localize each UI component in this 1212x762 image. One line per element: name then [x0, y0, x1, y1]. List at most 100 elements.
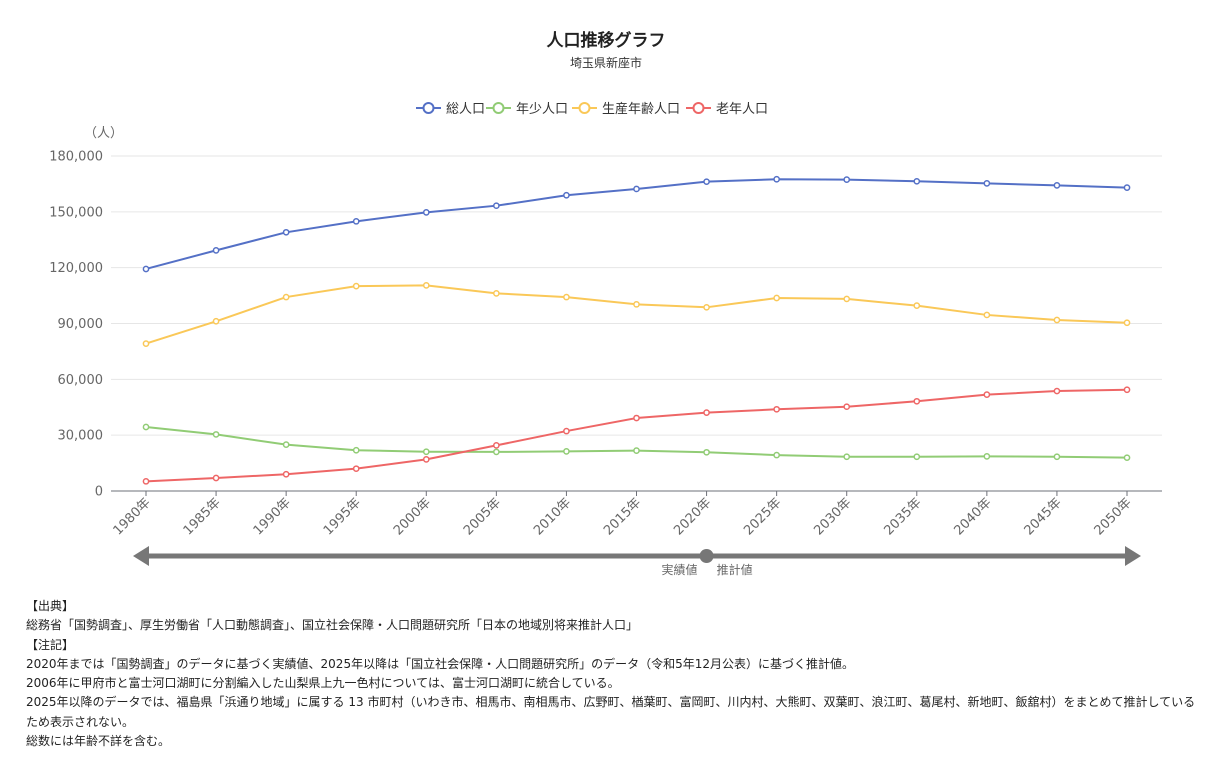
data-point [493, 202, 500, 210]
data-point [773, 405, 780, 413]
x-tick-label: 2025年 [741, 495, 784, 538]
data-point [563, 293, 570, 301]
data-point [1053, 182, 1061, 189]
data-point [633, 300, 640, 308]
data-point [1053, 453, 1061, 461]
data-point [983, 311, 991, 319]
legend-marker-icon [422, 102, 435, 114]
legend-label: 生産年齢人口 [602, 101, 680, 117]
series-2 [142, 281, 1131, 347]
y-tick-label: 30,000 [58, 429, 104, 444]
chart-subtitle: 埼玉県新座市 [570, 55, 642, 70]
y-tick-label: 120,000 [49, 261, 103, 276]
source-text: 総務省「国勢調査」、厚生労働省「人口動態調査」、国立社会保障・人口問題研究所「日… [26, 618, 639, 633]
data-point [773, 175, 780, 183]
x-tick-label: 2020年 [671, 495, 714, 538]
y-tick-label: 90,000 [58, 317, 104, 332]
data-point [983, 180, 991, 187]
population-chart: 人口推移グラフ 埼玉県新座市 総人口 年少人口 生産年齢人口 老年人口 （人） 0 30… [49, 30, 1162, 577]
x-tick-label: 1980年 [111, 495, 154, 538]
x-tick-label: 2040年 [951, 495, 994, 538]
x-tick-label: 2045年 [1022, 495, 1065, 538]
series-0 [142, 175, 1131, 273]
data-point [282, 441, 290, 449]
data-point [282, 293, 290, 301]
x-tick-label: 2010年 [531, 495, 574, 538]
y-axis-label: （人） [84, 126, 123, 141]
note-line: 2006年に甲府市と富士河口湖町に分割編入した山梨県上九一色村については、富士河… [26, 676, 620, 691]
data-point [1123, 319, 1131, 327]
data-point [142, 477, 150, 485]
data-point [352, 282, 360, 290]
data-point [212, 317, 220, 325]
legend-marker-icon [692, 102, 705, 114]
split-marker-icon [699, 549, 714, 563]
data-point [633, 447, 640, 454]
data-point [422, 448, 430, 456]
x-tick-label: 2005年 [461, 495, 504, 538]
legend-item-2: 生産年齢人口 [572, 101, 680, 117]
data-point [282, 228, 290, 236]
data-point [983, 391, 991, 398]
data-point [913, 302, 921, 309]
series-line [145, 284, 1128, 345]
data-point [843, 453, 851, 461]
data-point [493, 448, 500, 456]
data-point [983, 453, 991, 460]
legend-label: 老年人口 [716, 102, 768, 117]
data-point [773, 294, 780, 302]
x-tick-label: 1995年 [321, 495, 364, 538]
data-point [1053, 387, 1061, 395]
data-point [493, 442, 500, 449]
x-tick-label: 2050年 [1092, 495, 1135, 538]
x-tick-label: 2000年 [391, 495, 434, 538]
chart-title: 人口推移グラフ [547, 30, 666, 51]
data-point [563, 427, 570, 435]
data-point [142, 340, 150, 347]
x-tick-label: 2015年 [601, 495, 644, 538]
data-point [422, 456, 430, 463]
legend: 総人口 年少人口 生産年齢人口 老年人口 [416, 101, 768, 117]
data-point [843, 176, 851, 183]
legend-marker-icon [492, 102, 505, 114]
notes-heading: 【注記】 [26, 637, 75, 652]
series-3 [142, 386, 1131, 485]
left-arrow-icon [133, 546, 149, 566]
data-point [1123, 184, 1131, 191]
data-point [913, 397, 921, 405]
data-point [212, 431, 220, 438]
y-tick-label: 180,000 [49, 150, 103, 165]
series-line [145, 178, 1128, 270]
note-line: 2025年以降のデータでは、福島県「浜通り地域」に属する 13 市町村（いわき市… [26, 695, 1196, 729]
data-point [703, 409, 710, 416]
data-point [1123, 454, 1131, 462]
data-point [843, 403, 851, 411]
legend-marker-icon [578, 102, 591, 114]
x-tick-label: 2035年 [881, 495, 924, 538]
data-point [703, 448, 710, 456]
data-point [633, 185, 640, 193]
data-point [563, 191, 570, 199]
data-point [703, 178, 710, 186]
data-point [913, 177, 921, 185]
projection-label: 推計値 [717, 562, 753, 577]
data-point [493, 290, 500, 297]
source-heading: 【出典】 [26, 599, 75, 613]
notes-section: 【出典】 総務省「国勢調査」、厚生労働省「人口動態調査」、国立社会保障・人口問題… [26, 597, 1201, 751]
data-point [142, 265, 150, 273]
period-bar: 実績値 推計値 [133, 546, 1141, 577]
data-point [352, 217, 360, 225]
y-tick-label: 0 [95, 485, 103, 500]
data-point [913, 453, 921, 461]
data-point [422, 281, 430, 289]
legend-label: 総人口 [446, 102, 485, 117]
right-arrow-icon [1125, 546, 1141, 566]
data-point [633, 414, 640, 422]
data-point [352, 446, 360, 454]
legend-item-3: 老年人口 [686, 102, 768, 117]
y-tick-label: 150,000 [49, 205, 103, 220]
data-point [843, 295, 851, 303]
data-point [1123, 386, 1131, 394]
data-point [352, 465, 360, 473]
data-point [212, 247, 220, 254]
